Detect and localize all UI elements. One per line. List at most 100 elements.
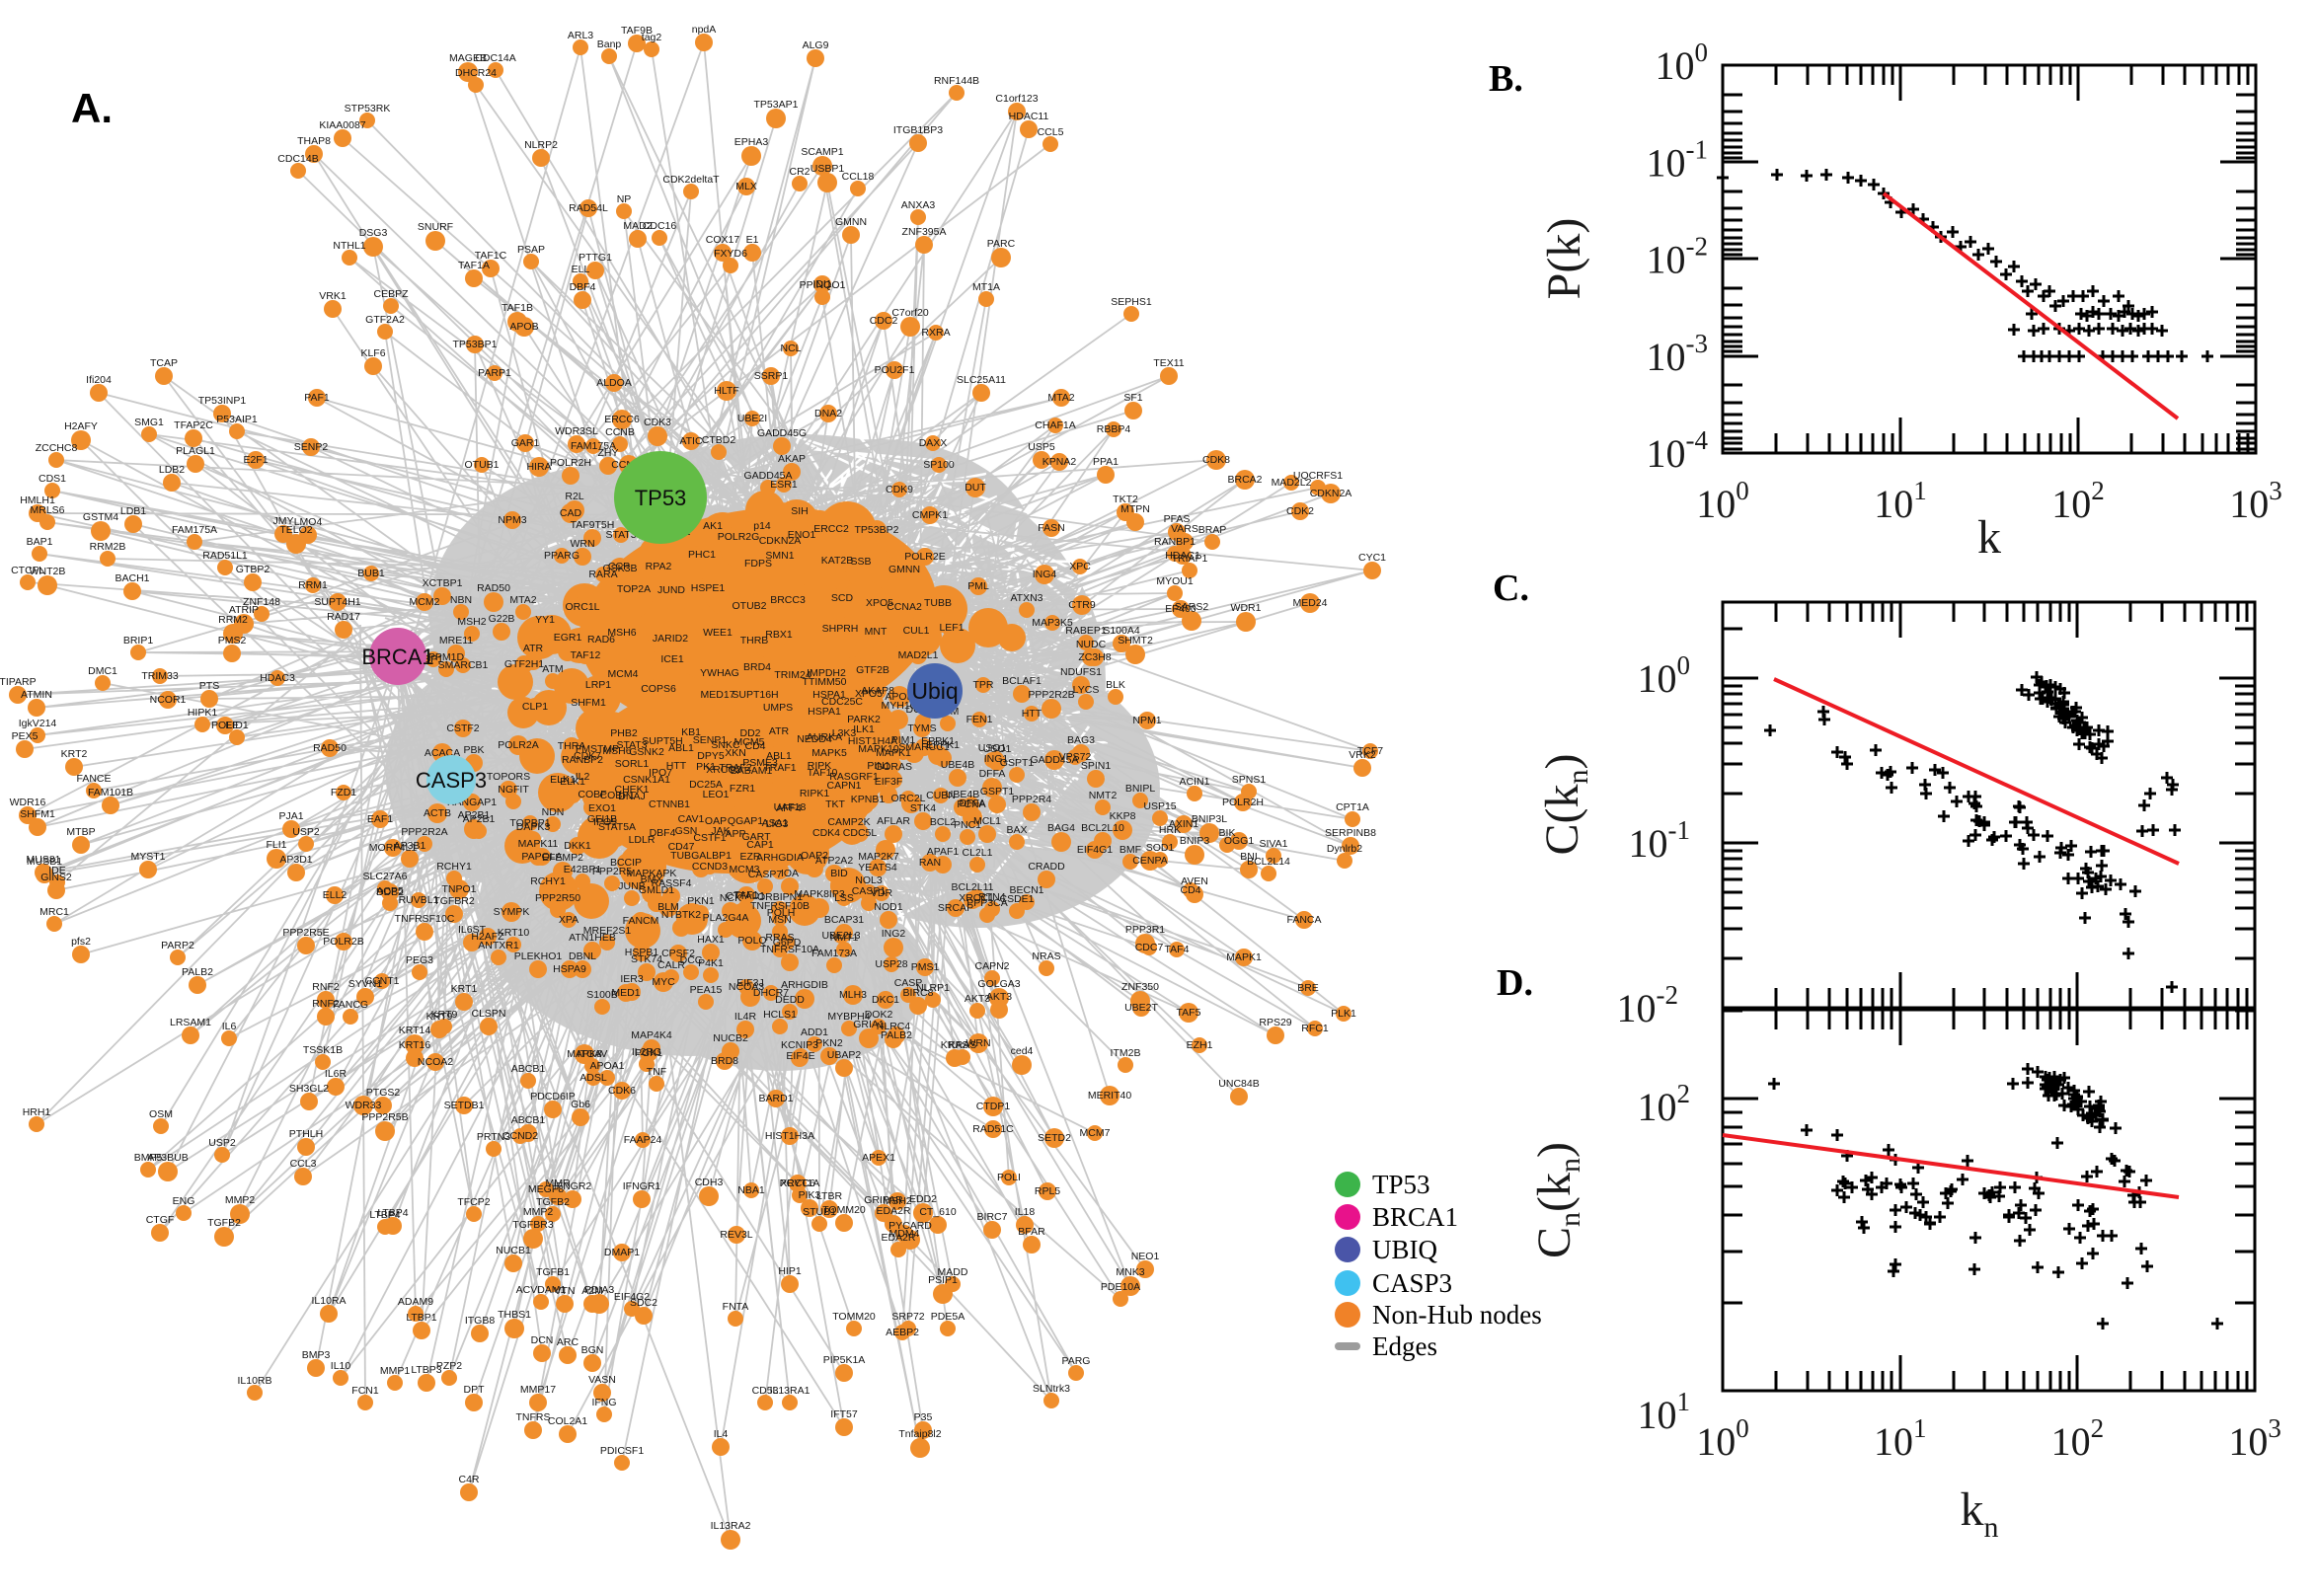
svg-text:RAD17: RAD17 bbox=[327, 611, 360, 623]
svg-text:KRT9: KRT9 bbox=[426, 1011, 453, 1023]
svg-text:SPIN1: SPIN1 bbox=[1081, 760, 1112, 772]
svg-text:IL2RG: IL2RG bbox=[632, 1046, 661, 1058]
svg-text:CYC1: CYC1 bbox=[1358, 552, 1386, 564]
svg-text:CDC7: CDC7 bbox=[1135, 942, 1164, 953]
svg-text:VDR: VDR bbox=[871, 887, 893, 899]
svg-text:ACVDAM1: ACVDAM1 bbox=[516, 1284, 567, 1296]
svg-text:MAD2L1: MAD2L1 bbox=[898, 649, 939, 661]
svg-text:OSM: OSM bbox=[149, 1108, 173, 1120]
svg-text:ENG: ENG bbox=[173, 1195, 195, 1207]
svg-text:NCL: NCL bbox=[780, 342, 801, 354]
svg-text:CENPA: CENPA bbox=[1132, 855, 1167, 867]
svg-text:JARID2: JARID2 bbox=[653, 633, 688, 645]
svg-text:STUB1: STUB1 bbox=[803, 1206, 836, 1218]
svg-text:RRM2B: RRM2B bbox=[90, 541, 126, 553]
svg-text:TSSK1B: TSSK1B bbox=[303, 1044, 343, 1056]
svg-text:Edges: Edges bbox=[1372, 1331, 1437, 1361]
svg-text:ITGAV: ITGAV bbox=[578, 1048, 608, 1060]
svg-text:LTBP3: LTBP3 bbox=[411, 1364, 441, 1376]
svg-text:PAPOLA: PAPOLA bbox=[521, 851, 562, 863]
svg-text:USP28: USP28 bbox=[875, 958, 907, 970]
svg-text:MSH6: MSH6 bbox=[607, 627, 636, 639]
svg-text:POLQ: POLQ bbox=[737, 935, 766, 947]
svg-text:MCM3: MCM3 bbox=[730, 864, 760, 875]
svg-text:GORAS: GORAS bbox=[875, 761, 912, 773]
svg-text:KRT16: KRT16 bbox=[399, 1039, 431, 1051]
svg-text:NLRC4: NLRC4 bbox=[877, 1021, 911, 1032]
svg-text:UBE2T: UBE2T bbox=[1124, 1002, 1158, 1014]
svg-text:102: 102 bbox=[2051, 476, 2105, 526]
svg-text:SERPINB8: SERPINB8 bbox=[1325, 827, 1376, 839]
svg-text:TFAP2C: TFAP2C bbox=[174, 419, 213, 431]
svg-text:MLH3: MLH3 bbox=[839, 989, 867, 1001]
svg-text:SYMPK: SYMPK bbox=[494, 906, 530, 918]
svg-text:SDC2: SDC2 bbox=[630, 1297, 657, 1309]
svg-text:POLR2E: POLR2E bbox=[904, 551, 945, 563]
svg-text:PNC1: PNC1 bbox=[954, 819, 981, 831]
svg-text:DEDD: DEDD bbox=[775, 994, 805, 1006]
svg-text:USP15: USP15 bbox=[1143, 800, 1176, 812]
svg-text:GOLGA3: GOLGA3 bbox=[977, 978, 1020, 990]
svg-text:ATP2A2: ATP2A2 bbox=[815, 855, 853, 867]
svg-text:PPP2R50: PPP2R50 bbox=[535, 892, 580, 904]
svg-text:RNF2: RNF2 bbox=[312, 998, 340, 1010]
svg-text:HIP1: HIP1 bbox=[778, 1265, 802, 1277]
svg-text:PALB2: PALB2 bbox=[182, 966, 213, 978]
svg-text:ATXN3: ATXN3 bbox=[1010, 592, 1042, 604]
svg-text:RAD54L: RAD54L bbox=[569, 202, 608, 214]
svg-text:CDK7: CDK7 bbox=[574, 750, 601, 762]
svg-text:AP3BUB: AP3BUB bbox=[147, 1152, 188, 1164]
svg-text:SMARCB1: SMARCB1 bbox=[438, 659, 489, 671]
svg-text:RRM2: RRM2 bbox=[218, 614, 248, 626]
svg-text:k: k bbox=[1977, 511, 2001, 564]
svg-text:CASP7: CASP7 bbox=[748, 869, 783, 880]
svg-text:EPHA3: EPHA3 bbox=[734, 136, 769, 148]
svg-text:LEF1: LEF1 bbox=[939, 622, 964, 634]
svg-text:BRCA2: BRCA2 bbox=[1227, 474, 1262, 486]
svg-text:GFI1B: GFI1B bbox=[587, 813, 617, 825]
svg-text:AP2B1: AP2B1 bbox=[463, 813, 496, 825]
svg-text:BIK: BIK bbox=[1219, 827, 1236, 839]
svg-text:CAPN1: CAPN1 bbox=[826, 780, 861, 792]
svg-text:NCOA2: NCOA2 bbox=[418, 1056, 453, 1068]
svg-text:GRIA1: GRIA1 bbox=[853, 1019, 885, 1030]
svg-text:CALR: CALR bbox=[657, 959, 685, 971]
svg-text:MDM4: MDM4 bbox=[889, 1228, 920, 1240]
svg-text:ATM: ATM bbox=[542, 663, 563, 675]
svg-text:HRK: HRK bbox=[1159, 824, 1181, 836]
svg-text:PDIA3: PDIA3 bbox=[584, 1284, 615, 1296]
svg-text:CAP1: CAP1 bbox=[746, 839, 774, 851]
svg-text:CCND3: CCND3 bbox=[692, 861, 728, 873]
svg-text:OAP: OAP bbox=[705, 815, 727, 827]
svg-text:pfs2: pfs2 bbox=[71, 936, 91, 948]
svg-text:XCTBP1: XCTBP1 bbox=[423, 577, 463, 589]
svg-text:OGG1: OGG1 bbox=[1224, 835, 1255, 847]
svg-text:TOMM20: TOMM20 bbox=[832, 1311, 876, 1323]
svg-text:MED17: MED17 bbox=[700, 689, 734, 701]
svg-text:CDS1: CDS1 bbox=[39, 473, 66, 485]
svg-text:ELK1: ELK1 bbox=[550, 774, 576, 786]
svg-text:BMP5: BMP5 bbox=[134, 1152, 163, 1164]
svg-text:EIF4G1: EIF4G1 bbox=[1077, 844, 1113, 856]
svg-text:EDA2R: EDA2R bbox=[881, 1232, 915, 1244]
svg-text:NLRP2: NLRP2 bbox=[524, 139, 558, 151]
svg-text:WDR1: WDR1 bbox=[1231, 602, 1262, 614]
svg-text:NMT1: NMT1 bbox=[830, 932, 859, 944]
svg-text:MYBPH4: MYBPH4 bbox=[827, 1011, 870, 1023]
svg-text:SCD: SCD bbox=[831, 592, 854, 604]
svg-text:BMF: BMF bbox=[1119, 844, 1141, 856]
svg-text:10-3: 10-3 bbox=[1647, 329, 1709, 379]
svg-text:TTIMM50: TTIMM50 bbox=[803, 676, 847, 688]
svg-text:KIAA0087: KIAA0087 bbox=[319, 119, 365, 131]
svg-text:GADD45A: GADD45A bbox=[743, 470, 792, 482]
svg-text:AKT3: AKT3 bbox=[986, 991, 1012, 1003]
svg-text:TNFRS: TNFRS bbox=[516, 1411, 551, 1423]
svg-text:ZNF350: ZNF350 bbox=[1121, 981, 1159, 993]
svg-text:EIF3F: EIF3F bbox=[875, 776, 903, 788]
svg-text:APOE: APOE bbox=[885, 691, 913, 703]
svg-text:LRP1: LRP1 bbox=[585, 679, 611, 691]
svg-text:ATR: ATR bbox=[769, 725, 790, 737]
svg-text:FCN1: FCN1 bbox=[351, 1385, 379, 1397]
svg-text:CEBPZ: CEBPZ bbox=[373, 288, 409, 300]
svg-text:DBF4: DBF4 bbox=[570, 281, 596, 293]
